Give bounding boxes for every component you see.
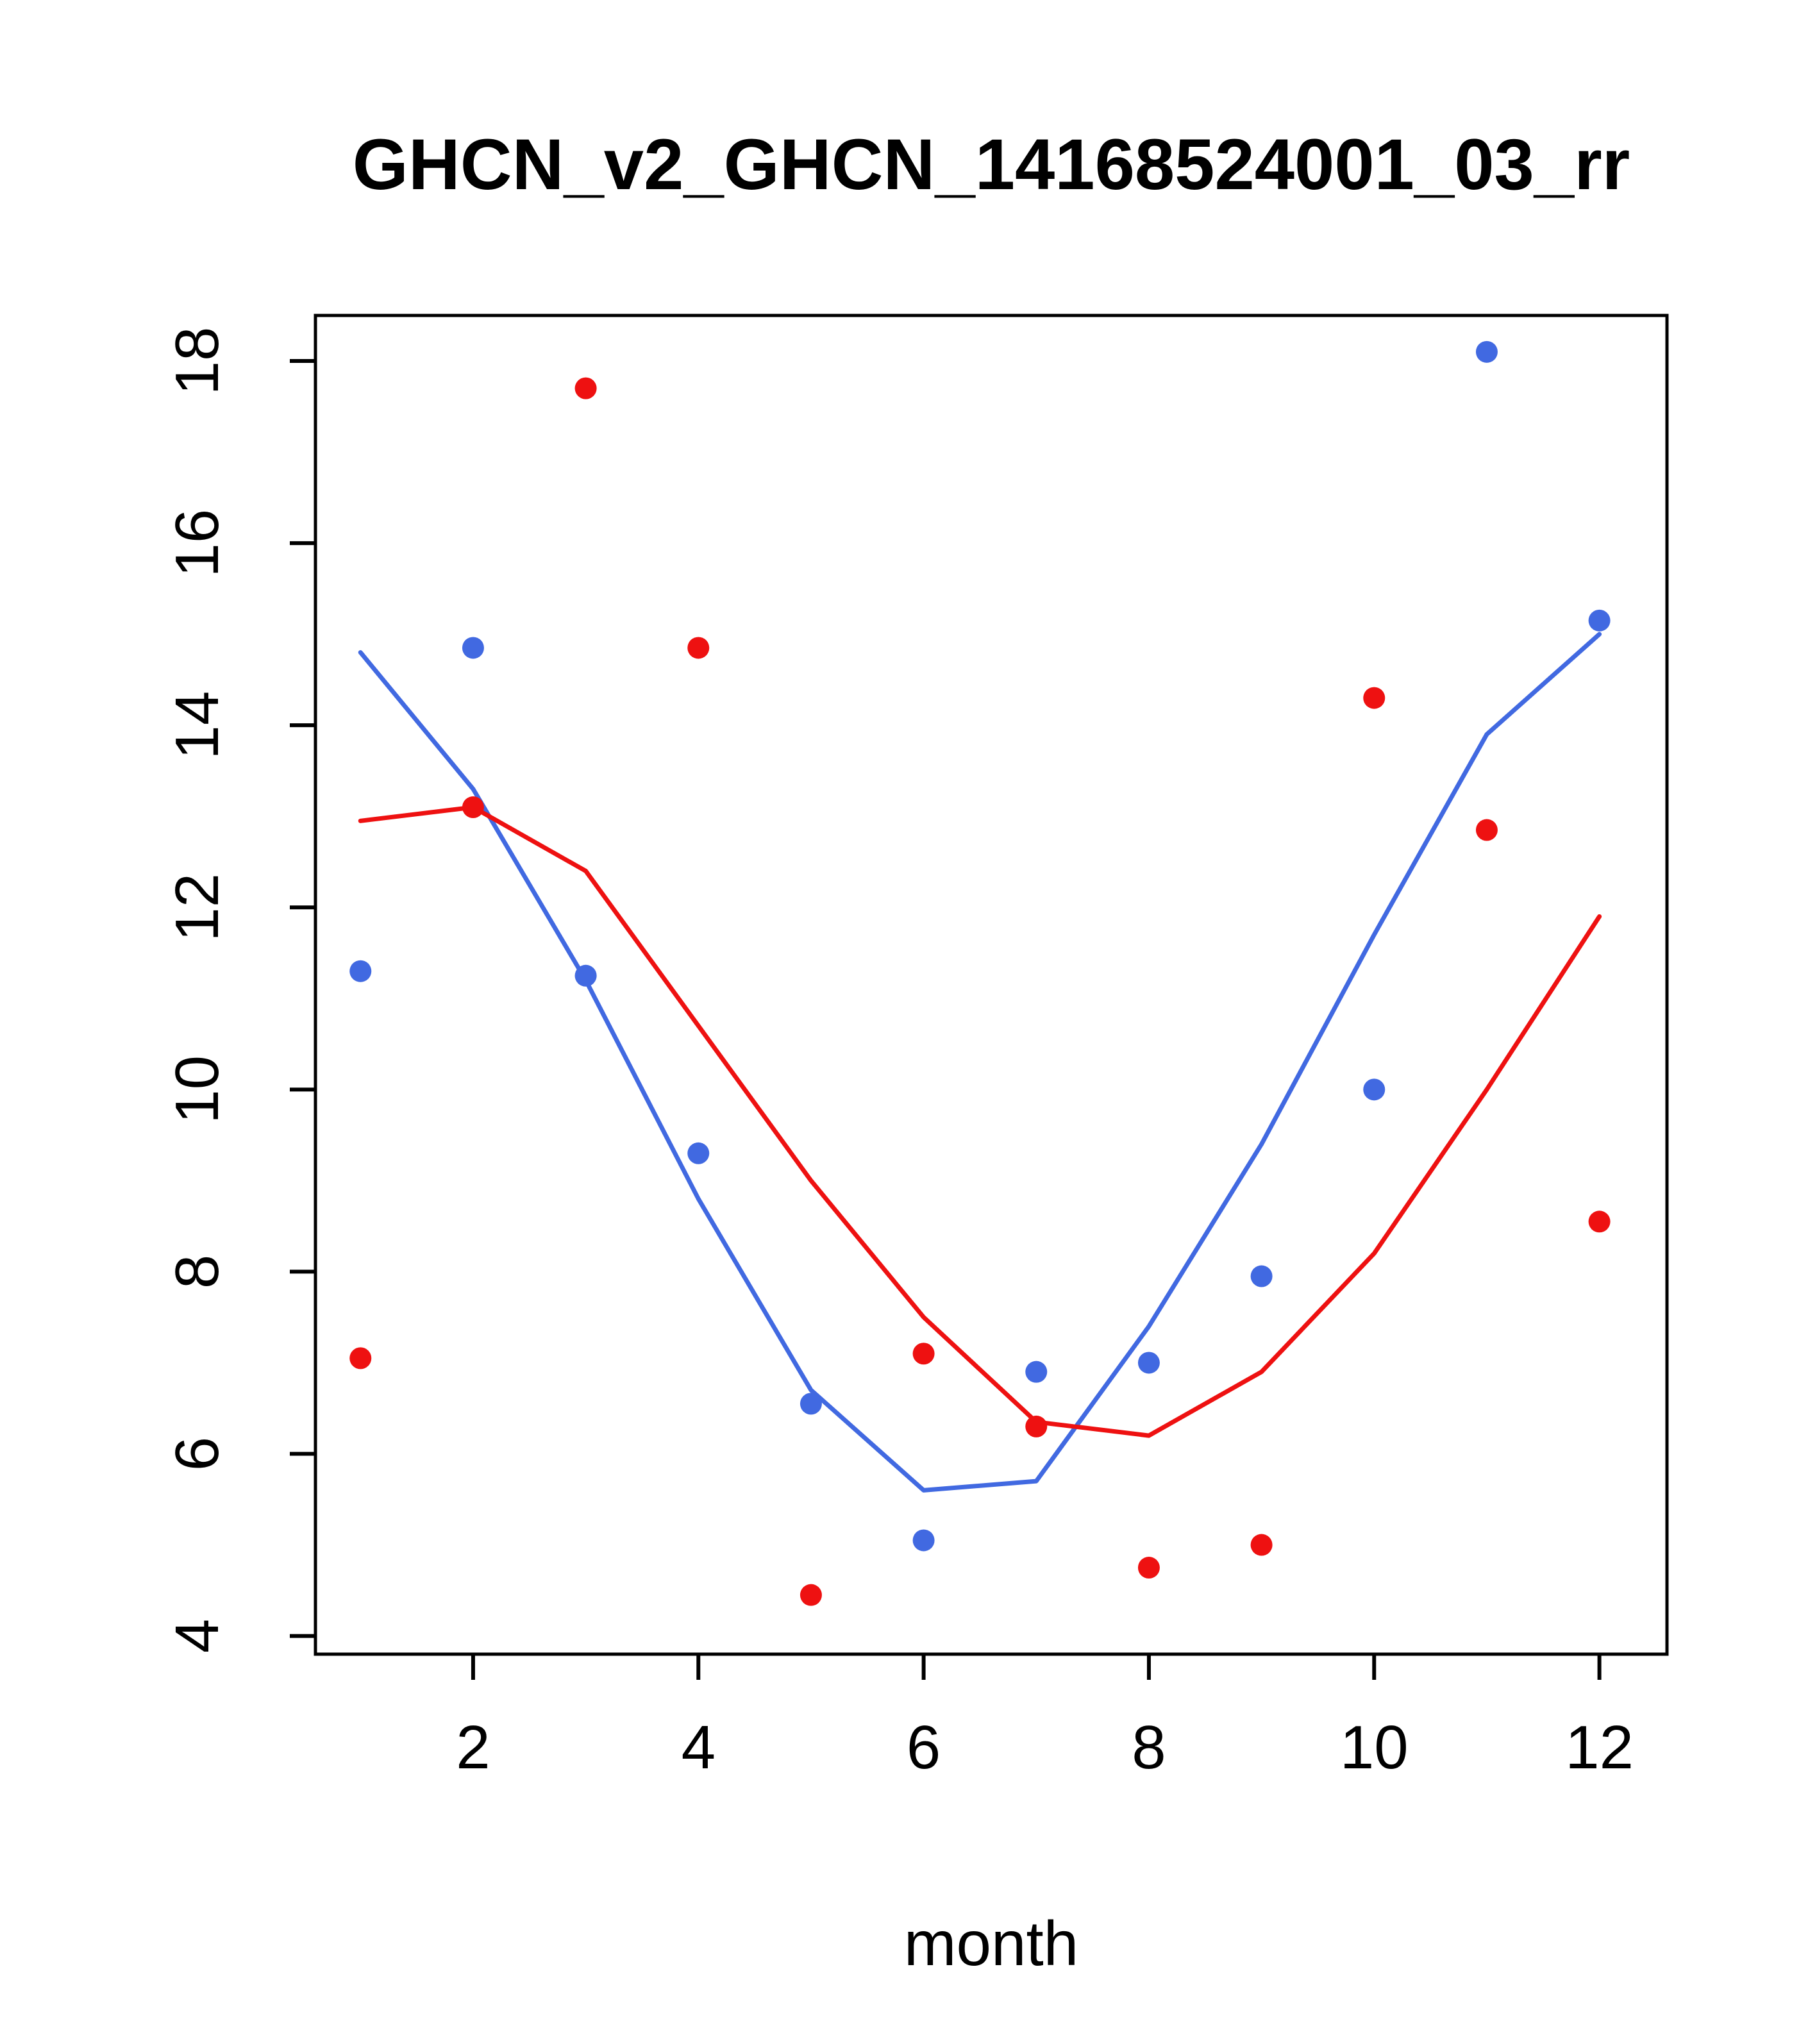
y-tick-label: 8	[163, 1255, 231, 1289]
y-tick-label: 18	[163, 327, 231, 396]
blue-points-point	[800, 1393, 822, 1415]
x-axis-label: month	[904, 1908, 1078, 1979]
blue-points-point	[687, 1142, 710, 1164]
red-points-point	[912, 1343, 935, 1365]
red-points-point	[462, 796, 484, 819]
blue-points-point	[1588, 609, 1611, 632]
blue-points-point	[349, 960, 372, 982]
blue-points-point	[574, 964, 597, 987]
blue-line	[358, 632, 1602, 1493]
plot-title: GHCN_v2_GHCN_14168524001_03_rr	[353, 124, 1630, 205]
red-points-point	[1588, 1210, 1611, 1233]
y-tick-label: 4	[163, 1619, 231, 1653]
x-tick-label: 2	[456, 1713, 490, 1782]
red-points-point	[1025, 1415, 1048, 1437]
blue-points-point	[1025, 1361, 1048, 1383]
blue-points-point	[1137, 1352, 1160, 1374]
blue-points-point	[462, 637, 484, 659]
x-tick-label: 12	[1565, 1713, 1634, 1782]
x-tick-label: 4	[682, 1713, 716, 1782]
y-tick-label: 16	[163, 509, 231, 578]
red-points-point	[1475, 819, 1498, 841]
red-points-point	[349, 1347, 372, 1370]
red-points-point	[687, 637, 710, 659]
blue-points-point	[912, 1529, 935, 1552]
plot-area: 2 4 6 8 10 12 4 6 8 10 12 14 16 18	[163, 314, 1669, 1782]
red-line	[358, 805, 1602, 1438]
red-points-point	[1250, 1534, 1273, 1556]
blue-points-point	[1475, 340, 1498, 363]
x-tick-label: 8	[1132, 1713, 1166, 1782]
y-tick-label: 6	[163, 1437, 231, 1471]
red-points-point	[800, 1584, 822, 1606]
y-tick-label: 10	[163, 1055, 231, 1124]
x-tick-label: 10	[1340, 1713, 1409, 1782]
x-tick-label: 6	[907, 1713, 941, 1782]
blue-points-point	[1250, 1265, 1273, 1287]
red-points-point	[1363, 687, 1386, 709]
red-points-point	[574, 377, 597, 399]
y-tick-label: 12	[163, 873, 231, 942]
y-tick-label: 14	[163, 691, 231, 760]
blue-points-point	[1363, 1078, 1386, 1101]
red-points-point	[1137, 1557, 1160, 1579]
plot-box	[314, 314, 1669, 1656]
